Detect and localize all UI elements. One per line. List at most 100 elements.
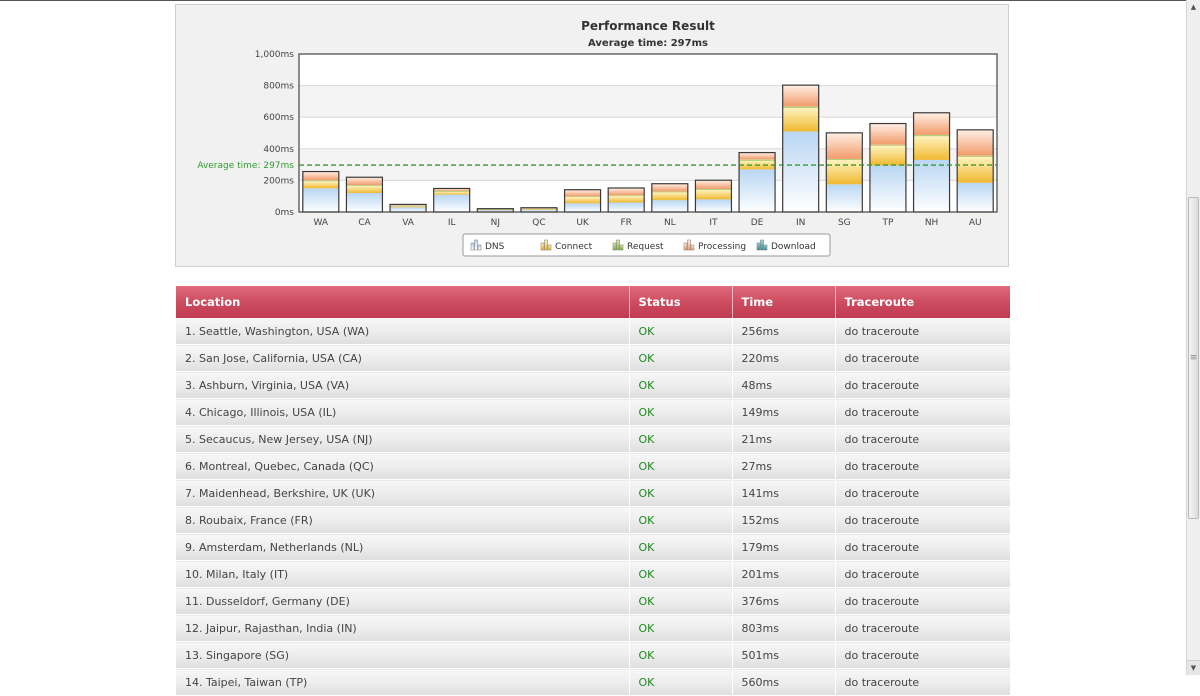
cell-traceroute: do traceroute [835, 452, 1010, 480]
table-row: 1. Seattle, Washington, USA (WA) OK 256ms d… [176, 318, 1010, 345]
legend-swatch-processing [687, 239, 691, 251]
x-tick-label: UK [576, 218, 590, 228]
traceroute-link[interactable]: do traceroute [844, 675, 920, 689]
legend-swatch-processing [683, 242, 688, 251]
cell-status: OK [629, 479, 733, 507]
cell-traceroute: do traceroute [835, 506, 1010, 534]
x-tick-label: TP [881, 218, 893, 228]
traceroute-link[interactable]: do traceroute [844, 567, 920, 581]
bar-segment-request [564, 196, 601, 197]
legend-swatch-connect [540, 242, 545, 251]
table-row: 5. Secaucus, New Jersey, USA (NJ) OK 21ms d… [176, 425, 1010, 453]
x-tick-label: IL [448, 218, 456, 228]
cell-traceroute: do traceroute [835, 398, 1010, 426]
traceroute-link[interactable]: do traceroute [844, 378, 920, 392]
cell-location: 7. Maidenhead, Berkshire, UK (UK) [176, 479, 630, 507]
cell-location: 8. Roubaix, France (FR) [176, 506, 630, 534]
bar-segment-dns [913, 159, 950, 212]
header-status: Status [629, 286, 733, 318]
y-tick-label: 400ms [263, 145, 294, 155]
bar-segment-connect [520, 208, 557, 210]
performance-chart: Performance Result Average time: 297ms 0ms… [175, 4, 1009, 267]
cell-time: 152ms [732, 506, 836, 534]
bar-segment-connect [608, 195, 645, 203]
traceroute-link[interactable]: do traceroute [844, 459, 920, 473]
bar-segment-processing [869, 123, 906, 145]
x-tick-label: SG [838, 218, 851, 228]
bar-segment-connect [390, 206, 427, 208]
x-tick-label: NL [664, 218, 676, 228]
cell-status: OK [629, 668, 733, 696]
traceroute-link[interactable]: do traceroute [844, 621, 920, 635]
cell-traceroute: do traceroute [835, 371, 1010, 399]
legend-swatch-download [763, 244, 768, 251]
cell-status: OK [629, 398, 733, 426]
x-tick-label: CA [358, 218, 371, 228]
cell-status: OK [629, 587, 733, 615]
x-tick-label: AU [969, 218, 982, 228]
traceroute-link[interactable]: do traceroute [844, 594, 920, 608]
bar-segment-dns [520, 209, 557, 212]
x-tick-label: NJ [491, 218, 500, 228]
cell-traceroute: do traceroute [835, 614, 1010, 642]
cell-traceroute: do traceroute [835, 587, 1010, 615]
cell-status: OK [629, 318, 733, 345]
legend-label-connect: Connect [555, 242, 593, 252]
arrow-down-icon[interactable]: ▼ [1187, 660, 1200, 675]
bar-segment-dns [302, 188, 339, 212]
cell-time: 220ms [732, 344, 836, 372]
legend-swatch-dns [470, 242, 475, 251]
legend-swatch-request [616, 239, 620, 251]
window-top-border [0, 0, 1186, 1]
legend-label-dns: DNS [485, 242, 505, 252]
x-tick-label: VA [402, 218, 415, 228]
traceroute-link[interactable]: do traceroute [844, 432, 920, 446]
legend-swatch-request [619, 244, 624, 251]
cell-time: 803ms [732, 614, 836, 642]
y-tick-label: 200ms [263, 176, 294, 186]
legend-label-processing: Processing [698, 242, 746, 252]
table-row: 4. Chicago, Illinois, USA (IL) OK 149ms do … [176, 398, 1010, 426]
legend-swatch-processing [690, 244, 695, 251]
chart-title: Performance Result [581, 19, 715, 33]
traceroute-link[interactable]: do traceroute [844, 351, 920, 365]
vertical-scrollbar[interactable]: ▲ ≡ ▼ [1186, 0, 1200, 675]
bar-segment-request [782, 106, 819, 108]
y-tick-label: 0ms [275, 208, 294, 218]
traceroute-link[interactable]: do traceroute [844, 513, 920, 527]
cell-traceroute: do traceroute [835, 641, 1010, 669]
cell-time: 21ms [732, 425, 836, 453]
bar-segment-processing [826, 132, 863, 159]
cell-time: 48ms [732, 371, 836, 399]
bar-segment-connect [826, 159, 863, 185]
header-traceroute: Traceroute [835, 286, 1010, 318]
scrollbar-thumb[interactable]: ≡ [1188, 197, 1199, 519]
bar-segment-processing [782, 85, 819, 107]
cell-time: 179ms [732, 533, 836, 561]
bar-segment-dns [957, 182, 994, 212]
x-tick-label: FR [620, 218, 631, 228]
bar-segment-request [433, 190, 470, 192]
cell-traceroute: do traceroute [835, 318, 1010, 345]
average-label: Average time: 297ms [197, 161, 294, 171]
cell-status: OK [629, 560, 733, 588]
cell-location: 4. Chicago, Illinois, USA (IL) [176, 398, 630, 426]
bar-segment-connect [302, 181, 339, 189]
cell-status: OK [629, 344, 733, 372]
arrow-up-icon[interactable]: ▲ [1190, 3, 1197, 11]
bar-segment-request [739, 159, 776, 161]
bar-segment-request [302, 180, 339, 182]
cell-status: OK [629, 641, 733, 669]
cell-location: 5. Secaucus, New Jersey, USA (NJ) [176, 425, 630, 453]
cell-location: 3. Ashburn, Virginia, USA (VA) [176, 371, 630, 399]
legend-swatch-connect [547, 244, 552, 251]
cell-traceroute: do traceroute [835, 668, 1010, 696]
traceroute-link[interactable]: do traceroute [844, 486, 920, 500]
bar-segment-request [520, 208, 557, 210]
traceroute-link[interactable]: do traceroute [844, 540, 920, 554]
bar-segment-dns [433, 194, 470, 212]
traceroute-link[interactable]: do traceroute [844, 648, 920, 662]
bar-segment-request [390, 205, 427, 207]
traceroute-link[interactable]: do traceroute [844, 324, 920, 338]
traceroute-link[interactable]: do traceroute [844, 405, 920, 419]
